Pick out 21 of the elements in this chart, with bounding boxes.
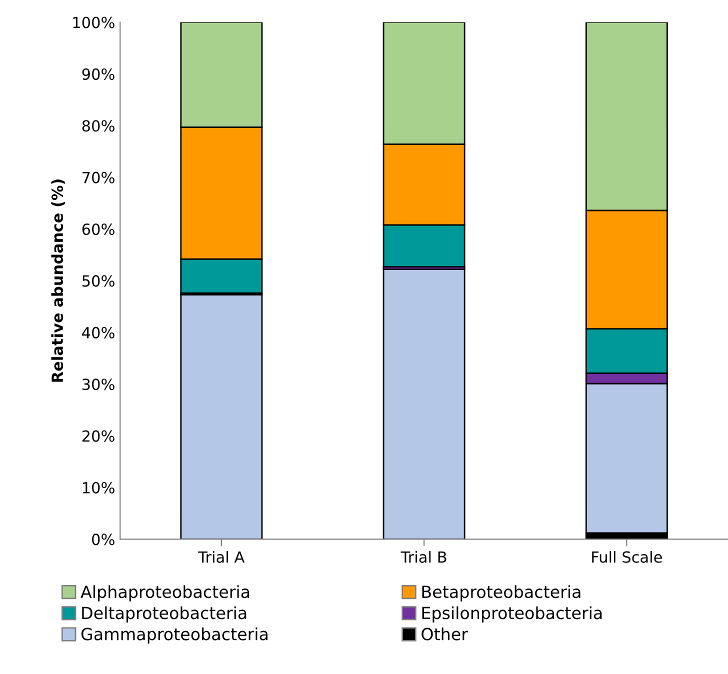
legend-label: Epsilonproteobacteria	[422, 606, 602, 622]
y-tick-label: 90%	[82, 68, 114, 80]
y-tick-label: 60%	[82, 223, 114, 236]
y-tick-label: 50%	[82, 275, 114, 287]
legend-label: Other	[422, 627, 468, 640]
y-tick-label: 20%	[82, 430, 114, 442]
y-axis-title: Relative abundance (%)	[51, 180, 65, 382]
legend-label: Alphaproteobacteria	[80, 585, 250, 602]
legend-label: Deltaproteobacteria	[82, 606, 246, 622]
x-tick-label: Full Scale	[592, 551, 662, 563]
y-tick-label: 10%	[82, 482, 114, 494]
x-tick-label: Trial A	[198, 551, 245, 563]
y-tick-label: 100%	[73, 16, 114, 28]
x-tick-label: Trial B	[400, 551, 446, 563]
y-tick-label: 70%	[82, 172, 114, 184]
legend-label: Betaproteobacteria	[422, 585, 580, 602]
y-tick-label: 30%	[82, 378, 114, 390]
y-tick-label: 0%	[92, 534, 114, 546]
y-tick-label: 40%	[82, 326, 114, 338]
y-tick-label: 80%	[82, 120, 114, 132]
legend-label: Gammaproteobacteria	[81, 627, 268, 644]
